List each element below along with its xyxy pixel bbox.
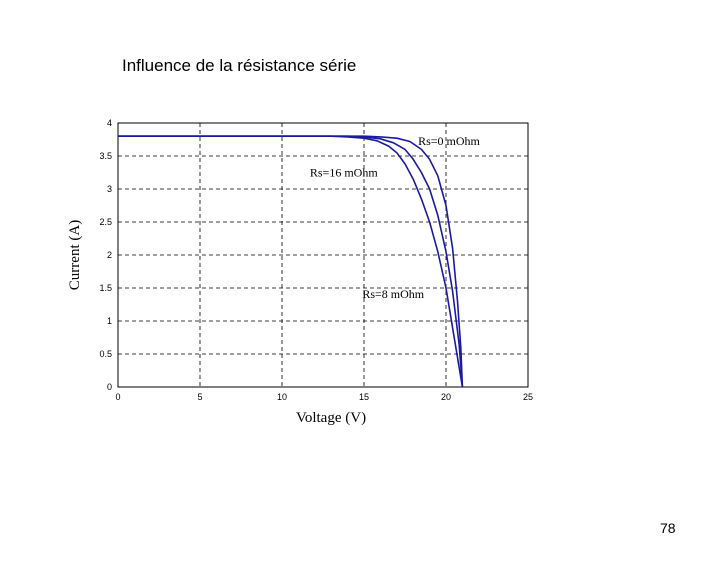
tick-labels: 0 5 10 15 20 25 0 0.5 1 1.5 2 2.5 3 3.5 4 [99,118,533,402]
grid-lines [118,123,528,387]
series-line-2 [118,135,464,388]
slide-title: Influence de la résistance série [122,56,357,75]
curve-label: Rs=16 mOhm [310,165,378,179]
y-tick-label: 2.5 [99,217,112,227]
curve-labels: Rs=0 mOhm Rs=16 mOhm Rs=8 mOhm [310,134,481,301]
y-tick-label: 4 [107,118,112,128]
page-number: 78 [660,520,676,536]
series-line-0 [118,135,464,388]
y-axis-label: Current (A) [67,220,83,290]
x-tick-label: 25 [523,392,533,402]
y-tick-label: 0 [107,382,112,392]
y-tick-label: 1 [107,316,112,326]
y-tick-label: 1.5 [99,283,112,293]
y-tick-label: 2 [107,250,112,260]
series-line-1 [118,135,464,388]
curve-label: Rs=8 mOhm [362,287,424,301]
y-tick-label: 3.5 [99,151,112,161]
x-tick-label: 15 [359,392,369,402]
curve-label: Rs=0 mOhm [418,134,480,148]
curves [118,135,464,388]
x-tick-label: 5 [197,392,202,402]
x-tick-label: 20 [441,392,451,402]
x-tick-label: 0 [115,392,120,402]
x-tick-label: 10 [277,392,287,402]
y-tick-label: 3 [107,184,112,194]
x-axis-label: Voltage (V) [296,410,366,426]
y-tick-label: 0.5 [99,349,112,359]
